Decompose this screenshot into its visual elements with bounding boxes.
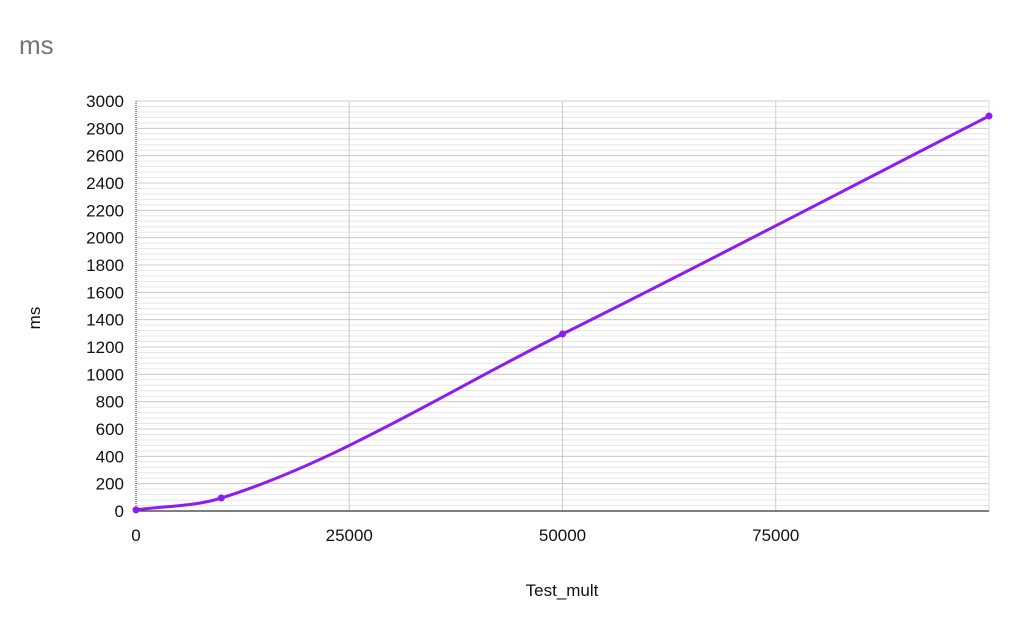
y-tick-label: 0	[115, 502, 124, 521]
y-tick-label: 3000	[86, 92, 124, 111]
axes	[135, 101, 989, 512]
data-point	[985, 112, 993, 120]
x-tick-label: 25000	[326, 526, 373, 545]
y-tick-labels: 0 200 400 600 800 1000 1200 1400 1600 1800 2000 220…	[86, 92, 124, 521]
y-tick-label: 600	[96, 420, 124, 439]
y-tick-label: 400	[96, 447, 124, 466]
y-tick-label: 1600	[86, 283, 124, 302]
data-point	[217, 494, 225, 502]
series-line	[135, 114, 990, 512]
y-tick-label: 1200	[86, 338, 124, 357]
major-grid	[136, 100, 990, 512]
y-tick-label: 1800	[86, 256, 124, 275]
y-tick-label: 800	[96, 393, 124, 412]
y-tick-label: 2800	[86, 119, 124, 138]
x-tick-label: 0	[131, 526, 140, 545]
y-axis-label: ms	[25, 307, 44, 330]
y-tick-label: 1400	[86, 311, 124, 330]
y-tick-label: 2400	[86, 174, 124, 193]
y-tick-label: 200	[96, 475, 124, 494]
x-tick-label: 50000	[539, 526, 586, 545]
y-tick-label: 2200	[86, 201, 124, 220]
x-tick-label: 75000	[752, 526, 799, 545]
x-tick-labels: 0 25000 50000 75000	[131, 526, 799, 545]
y-tick-label: 1000	[86, 365, 124, 384]
chart-title: ms	[19, 30, 54, 60]
data-point	[559, 330, 566, 338]
data-point	[132, 506, 140, 514]
series-layer	[132, 112, 993, 514]
y-tick-label: 2000	[86, 229, 124, 248]
y-tick-label: 2600	[86, 147, 124, 166]
x-axis-label: Test_mult	[526, 581, 599, 600]
